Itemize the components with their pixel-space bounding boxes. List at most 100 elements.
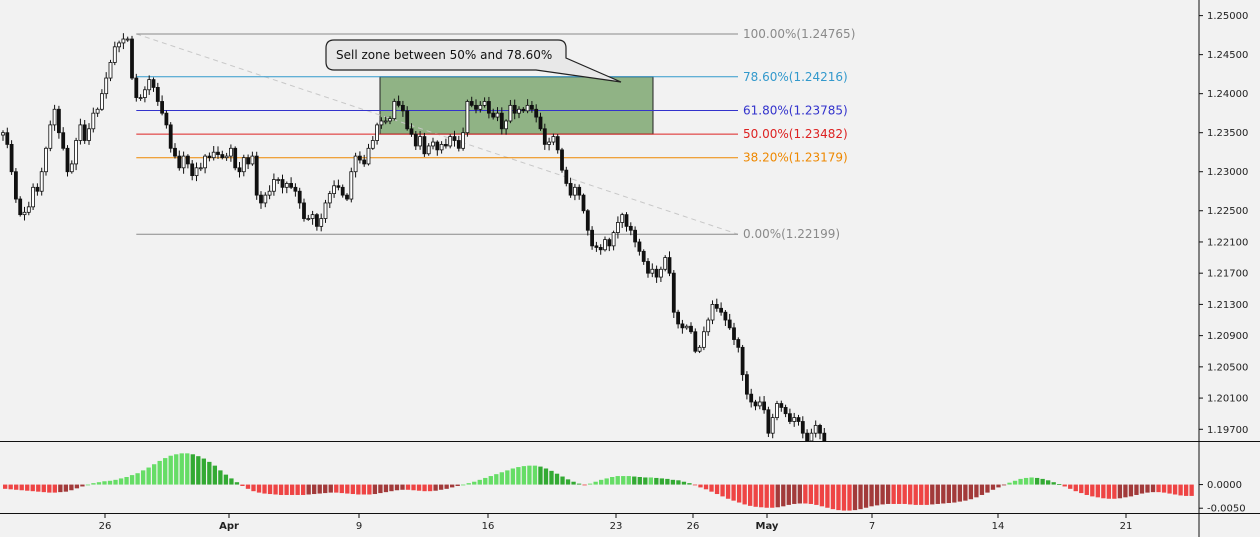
- candle-body: [448, 136, 453, 147]
- macd-bar: [19, 484, 24, 491]
- candle-body: [766, 409, 771, 434]
- macd-bar: [372, 484, 378, 495]
- macd-bar: [819, 484, 825, 507]
- macd-bar: [450, 484, 455, 488]
- macd-bar: [648, 477, 653, 485]
- macd-bar: [985, 484, 990, 493]
- macd-bar: [400, 484, 405, 490]
- macd-bar: [52, 484, 57, 493]
- macd-bar: [163, 458, 168, 485]
- candle-body: [220, 154, 225, 159]
- candle-body: [796, 417, 801, 422]
- macd-bar: [36, 484, 41, 492]
- candle-body: [185, 155, 190, 165]
- macd-bar: [1084, 484, 1089, 495]
- candle-body: [637, 241, 642, 252]
- macd-bar: [102, 481, 107, 485]
- candle-body: [280, 179, 285, 188]
- y-tick-label: 1.25000: [1207, 11, 1248, 22]
- macd-bar: [124, 477, 129, 485]
- candle-body: [757, 401, 762, 407]
- candle-body: [207, 155, 212, 159]
- macd-bar: [963, 484, 968, 501]
- macd-bar: [356, 484, 361, 495]
- candle-body: [452, 136, 457, 141]
- candle-body: [426, 145, 431, 155]
- candle-body: [267, 190, 272, 196]
- candle-body: [465, 101, 470, 134]
- candle-body: [504, 120, 509, 130]
- candle-body: [237, 167, 242, 173]
- macd-bar: [69, 484, 74, 491]
- macd-bar: [1023, 477, 1029, 485]
- macd-bar: [405, 484, 411, 490]
- macd-bar: [610, 477, 615, 485]
- candle-body: [727, 319, 732, 329]
- macd-bar: [532, 465, 538, 485]
- macd-bar: [913, 484, 918, 505]
- candle-body: [241, 157, 246, 173]
- macd-bar: [240, 484, 245, 486]
- macd-bar: [736, 484, 742, 503]
- candle-body: [555, 136, 560, 151]
- macd-bar: [466, 483, 471, 485]
- macd-bar: [858, 484, 863, 510]
- candle-body: [714, 304, 719, 309]
- y-tick-label: 1.22100: [1207, 237, 1248, 248]
- macd-bar: [935, 484, 940, 504]
- candle-body: [108, 62, 113, 79]
- macd-bar: [312, 484, 317, 495]
- macd-bar: [140, 470, 146, 485]
- macd-bar: [521, 466, 527, 485]
- candle-body: [142, 89, 147, 98]
- candle-body: [69, 163, 74, 173]
- candle-body: [431, 141, 435, 147]
- candle-body: [319, 218, 324, 227]
- macd-bar: [1117, 484, 1123, 499]
- x-tick-label: 7: [869, 521, 875, 532]
- macd-bar: [527, 465, 532, 485]
- candle-body: [155, 87, 160, 102]
- x-tick-label: 21: [1120, 521, 1133, 532]
- macd-bar: [996, 484, 1001, 488]
- macd-bar: [990, 484, 996, 490]
- candle-body: [749, 393, 754, 403]
- macd-bar: [91, 483, 96, 485]
- candle-body: [26, 206, 31, 213]
- macd-bar: [14, 484, 19, 490]
- candle-body: [641, 250, 646, 262]
- macd-bar: [803, 484, 808, 504]
- y-tick-label: 1.21300: [1207, 300, 1248, 311]
- candle-body: [474, 104, 478, 110]
- fib-level-label: 100.00%(1.24765): [743, 27, 855, 41]
- candle-body: [297, 190, 302, 204]
- candle-body: [13, 171, 18, 200]
- macd-bar: [1046, 480, 1051, 485]
- macd-bar: [25, 484, 30, 491]
- macd-bar: [1040, 478, 1045, 485]
- candle-body: [95, 108, 100, 114]
- macd-bar: [1001, 484, 1007, 486]
- sell-zone-callout[interactable]: Sell zone between 50% and 78.60%: [325, 39, 622, 83]
- macd-bar: [118, 478, 124, 485]
- macd-bar: [1128, 484, 1134, 497]
- candle-body: [349, 171, 354, 200]
- y-tick-label: 1.24500: [1207, 50, 1248, 61]
- y-tick-label: 1.20500: [1207, 362, 1248, 373]
- candle-body: [357, 155, 362, 161]
- macd-bar: [830, 484, 836, 510]
- macd-bar: [1161, 484, 1167, 493]
- candle-body: [396, 101, 401, 106]
- macd-bar: [560, 476, 565, 485]
- macd-bar: [1034, 477, 1040, 485]
- candle-body: [809, 432, 814, 442]
- candle-body: [564, 169, 569, 184]
- candle-body: [78, 124, 83, 141]
- macd-bar: [334, 484, 339, 493]
- candle-body: [616, 222, 620, 233]
- candle-body: [379, 120, 384, 126]
- candle-body: [813, 424, 818, 434]
- candle-body: [469, 101, 474, 106]
- candle-body: [160, 101, 165, 114]
